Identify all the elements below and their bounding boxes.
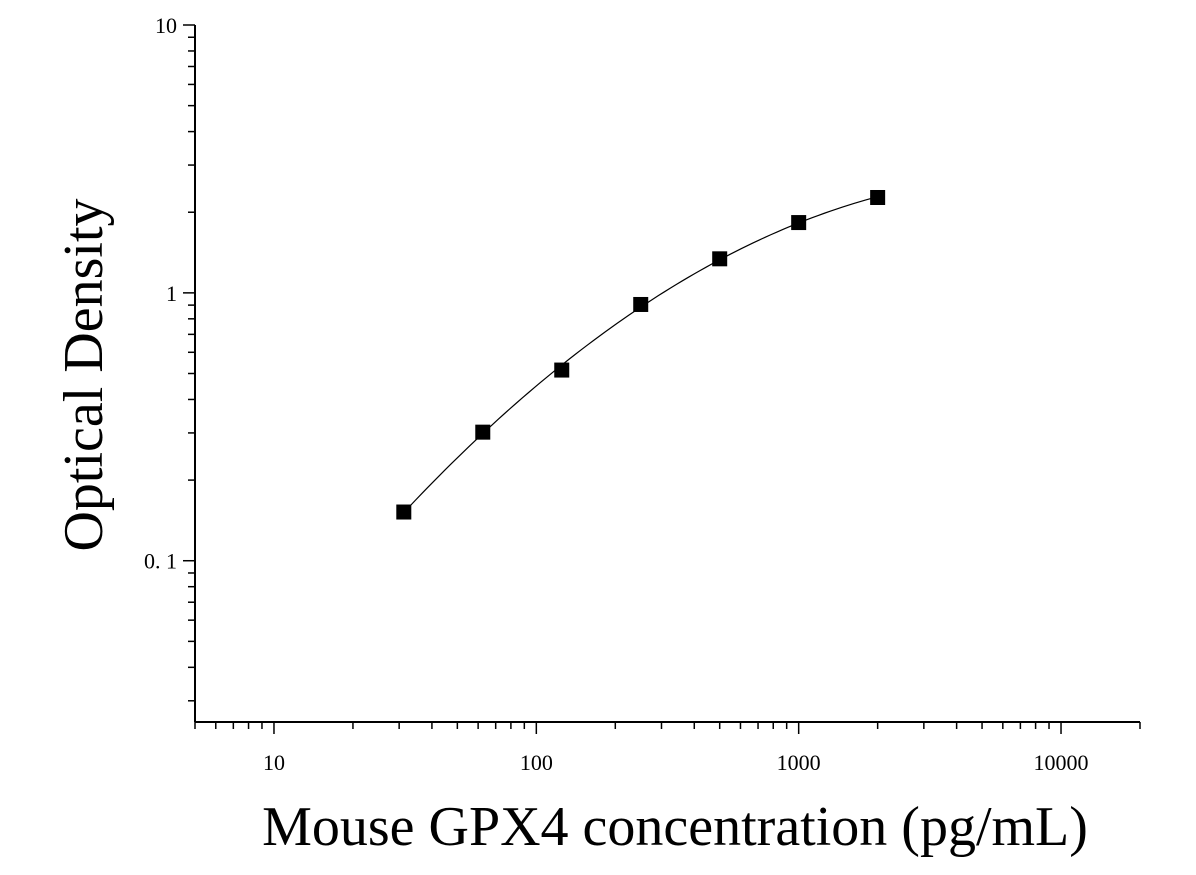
axes bbox=[194, 25, 1140, 723]
x-tick-label: 10000 bbox=[1034, 750, 1089, 775]
data-point bbox=[633, 296, 649, 312]
x-tick-label: 1000 bbox=[777, 750, 821, 775]
data-point bbox=[475, 424, 491, 440]
data-point bbox=[396, 504, 412, 520]
y-axis-title: Optical Density bbox=[53, 198, 115, 551]
y-tick-label: 10 bbox=[155, 13, 177, 38]
y-tick-label: 1 bbox=[166, 281, 177, 306]
tick-marks bbox=[183, 24, 1141, 734]
y-tick-label: 0. 1 bbox=[144, 549, 177, 574]
fit-curve-group bbox=[403, 196, 878, 513]
data-point bbox=[870, 189, 886, 205]
fit-curve bbox=[403, 196, 878, 513]
x-tick-label: 100 bbox=[520, 750, 553, 775]
x-axis-title: Mouse GPX4 concentration (pg/mL) bbox=[262, 796, 1088, 858]
x-tick-label: 10 bbox=[263, 750, 285, 775]
tick-labels: 10 100 1000 10000 0. 1 1 10 bbox=[144, 13, 1089, 775]
data-points bbox=[396, 189, 886, 520]
data-point bbox=[712, 251, 728, 267]
data-point bbox=[791, 215, 807, 231]
data-point bbox=[554, 362, 570, 378]
